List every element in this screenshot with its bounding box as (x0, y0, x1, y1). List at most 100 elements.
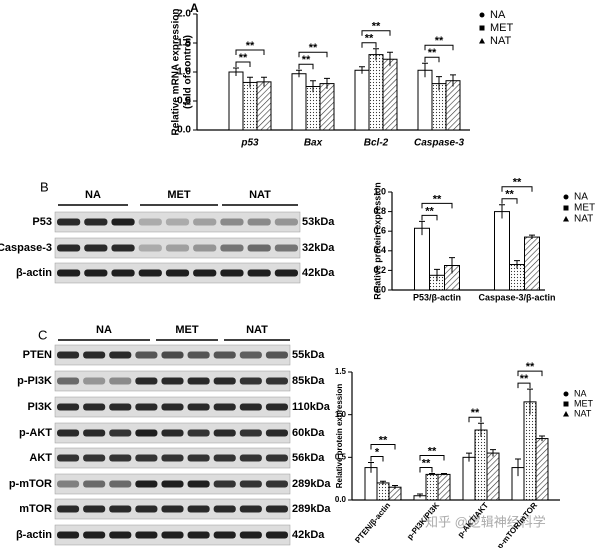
significance-label: ** (422, 457, 431, 469)
x-tick-label: Bcl-2 (364, 138, 389, 149)
blot-band (265, 403, 288, 411)
y-tick-label: 0.0 (373, 284, 386, 294)
blot-band (135, 429, 158, 437)
x-tick-label: Bax (304, 138, 323, 149)
y-tick-label: 0.0 (177, 125, 191, 136)
y-axis-label: Relative mRNA expression (171, 9, 182, 136)
blot-band (135, 531, 158, 539)
y-tick-label: 1.0 (373, 186, 386, 196)
legend-marker (479, 25, 485, 31)
significance-label: ** (526, 361, 535, 373)
error-bar (527, 388, 533, 415)
significance-label: ** (435, 35, 444, 47)
y-axis-label: (fold of control) (183, 35, 194, 109)
error-bar (247, 76, 253, 88)
error-bar (450, 74, 456, 87)
significance-bracket (468, 416, 482, 423)
blot-band (220, 218, 244, 226)
error-bar (359, 66, 365, 74)
bar (228, 71, 244, 131)
blot-band (109, 403, 132, 411)
bar (474, 429, 488, 501)
blot-band (109, 454, 132, 462)
size-label: 32kDa (302, 242, 335, 254)
group-label: MET (175, 324, 199, 336)
blot-band (265, 480, 288, 488)
bar (242, 81, 258, 131)
protein-label: PI3K (28, 401, 53, 413)
blot-band (57, 244, 81, 252)
significance-bracket (361, 30, 391, 36)
error-bar (466, 452, 472, 462)
bar (437, 473, 451, 501)
blot-band (83, 454, 106, 462)
y-tick-label: 1.5 (177, 38, 191, 49)
blot-band (220, 269, 244, 277)
blot-band (138, 218, 162, 226)
bar (425, 473, 439, 501)
y-tick-label: 1.0 (177, 67, 191, 78)
blot-band (187, 480, 210, 488)
blot-band (83, 531, 106, 539)
blot-band (193, 269, 217, 277)
blot-band (213, 377, 236, 385)
watermark: 知乎 @逻辑神经科学 (425, 514, 546, 529)
blot-band (187, 531, 210, 539)
blot-band (57, 269, 81, 277)
significance-label: ** (505, 189, 514, 201)
significance-label: ** (246, 40, 255, 52)
blot-band (161, 377, 184, 385)
error-bar (233, 67, 239, 77)
significance-bracket (517, 382, 531, 389)
bar (462, 456, 476, 501)
significance-label: ** (520, 373, 529, 385)
blot-band (111, 269, 135, 277)
blot-band (239, 480, 262, 488)
error-bar (380, 480, 386, 485)
blot-band (109, 480, 132, 488)
y-tick-label: 0.6 (373, 226, 386, 236)
significance-bracket (421, 202, 453, 209)
significance-bracket (298, 51, 328, 58)
significance-bracket (235, 49, 265, 55)
blot-band (84, 244, 108, 252)
significance-label: ** (239, 52, 248, 64)
significance-label: ** (309, 42, 318, 54)
significance-bracket (424, 44, 454, 51)
blot-band (213, 429, 236, 437)
error-bar (417, 493, 423, 498)
blot-band (109, 429, 132, 437)
group-label: NAT (246, 324, 268, 336)
significance-bracket (517, 370, 543, 377)
error-bar (387, 51, 393, 67)
size-label: 42kDa (302, 267, 335, 279)
legend-marker (563, 194, 569, 200)
blot-band (187, 505, 210, 513)
protein-label: p-mTOR (9, 478, 52, 490)
error-bar (529, 234, 535, 240)
error-bar (429, 473, 435, 476)
blot-band (57, 429, 80, 437)
blot-band (135, 480, 158, 488)
group-label: MET (167, 189, 191, 201)
bar (368, 54, 384, 131)
blot-band (239, 403, 262, 411)
bar (376, 482, 390, 501)
blot-band (57, 351, 80, 359)
error-bar (419, 220, 425, 236)
blot-band (187, 454, 210, 462)
protein-label: p-PI3K (17, 375, 52, 387)
blot-band (187, 377, 210, 385)
legend-marker (479, 12, 485, 18)
bar (417, 69, 433, 131)
error-bar (478, 422, 484, 437)
bar (535, 438, 549, 501)
blot-band (161, 505, 184, 513)
legend-marker (563, 205, 569, 211)
error-bar (373, 48, 379, 61)
legend-label: MET (490, 22, 514, 34)
significance-bracket (424, 56, 440, 63)
blot-band (247, 244, 271, 252)
bar (414, 227, 430, 291)
error-bar (449, 257, 455, 274)
